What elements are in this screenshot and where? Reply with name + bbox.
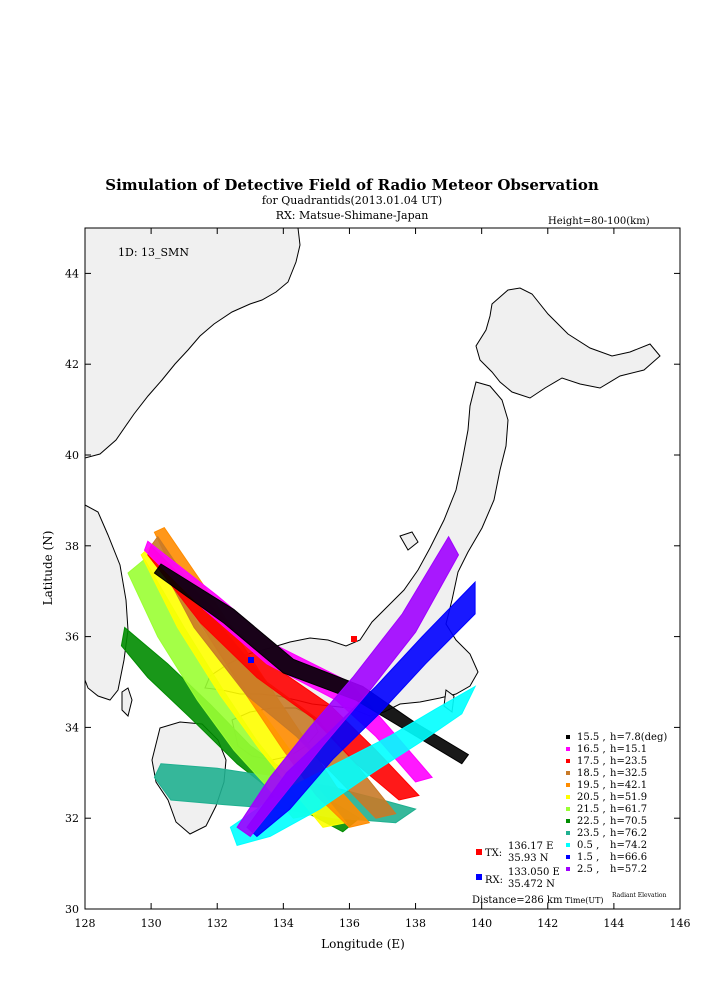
- legend-swatch: [566, 735, 570, 739]
- tx-marker: [351, 636, 357, 642]
- sado-island: [399, 531, 419, 551]
- detection-bands: [120, 526, 477, 847]
- distance-label: Distance=286 km: [472, 895, 563, 906]
- tx-label: TX:: [485, 848, 502, 859]
- legend-time: 18.5 ,: [577, 768, 606, 779]
- tx-longitude: 136.17 E: [508, 841, 553, 852]
- x-tick-label: 142: [537, 917, 558, 930]
- x-tick-label: 130: [141, 917, 162, 930]
- legend-swatch: [566, 783, 570, 787]
- y-tick-label: 38: [65, 540, 79, 553]
- rx-latitude: 35.472 N: [508, 879, 555, 890]
- x-tick-label: 128: [75, 917, 96, 930]
- tsushima-island: [121, 687, 133, 717]
- legend-swatch: [566, 855, 570, 859]
- y-axis-label: Latitude (N): [41, 531, 55, 606]
- x-tick-label: 146: [670, 917, 691, 930]
- legend: 15.5 , h=7.8(deg) 16.5 , h=15.1 17.5 , h=23.5…: [566, 732, 667, 875]
- tx-latitude: 35.93 N: [508, 853, 549, 864]
- legend-elevation: h=23.5: [610, 756, 647, 767]
- rx-location-line: RX: Matsue-Shimane-Japan: [276, 209, 429, 222]
- legend-swatch: [566, 747, 570, 751]
- legend-swatch: [566, 795, 570, 799]
- detection-band: [153, 563, 470, 765]
- rx-marker: [248, 657, 254, 663]
- y-tick-label: 44: [65, 267, 79, 280]
- legend-swatch: [566, 759, 570, 763]
- x-axis-label: Longitude (E): [321, 937, 405, 951]
- map-subtitle: for Quadrantids(2013.01.04 UT): [262, 194, 442, 207]
- legend-time: 20.5 ,: [577, 792, 606, 803]
- tx-legend-square: [476, 849, 482, 855]
- legend-elevation: h=15.1: [610, 744, 647, 755]
- legend-time: 16.5 ,: [577, 744, 606, 755]
- legend-swatch: [566, 831, 570, 835]
- legend-elevation: h=42.1: [610, 780, 647, 791]
- legend-elevation: h=61.7: [610, 804, 647, 815]
- legend-elevation: h=66.6: [610, 852, 647, 863]
- x-tick-label: 140: [471, 917, 492, 930]
- y-tick-label: 40: [65, 449, 79, 462]
- rx-legend-square: [476, 874, 482, 880]
- legend-time-header: Time(UT): [565, 896, 604, 905]
- legend-swatch: [566, 819, 570, 823]
- legend-time: 17.5 ,: [577, 756, 606, 767]
- x-tick-label: 144: [603, 917, 624, 930]
- hokkaido: [475, 287, 661, 399]
- legend-elevation-header: Radiant Elevation: [612, 892, 667, 899]
- legend-time: 22.5 ,: [577, 816, 606, 827]
- legend-time: 2.5 ,: [577, 864, 599, 875]
- x-axis-ticks: 128 130 132 134 136 138 140 142 144 146: [75, 228, 691, 930]
- korean-peninsula: [85, 504, 129, 701]
- station-id-label: 1D: 13_SMN: [118, 246, 189, 259]
- legend-swatch: [566, 843, 570, 847]
- x-tick-label: 134: [273, 917, 294, 930]
- y-tick-label: 32: [65, 812, 79, 825]
- legend-elevation: h=70.5: [610, 816, 647, 827]
- x-tick-label: 132: [207, 917, 228, 930]
- plot-frame: [84, 227, 681, 910]
- legend-elevation: h=32.5: [610, 768, 647, 779]
- legend-elevation: h=57.2: [610, 864, 647, 875]
- legend-elevation: h=51.9: [610, 792, 647, 803]
- legend-elevation: h=74.2: [610, 840, 647, 851]
- y-axis-ticks: 30 32 34 36 38 40 42 44: [65, 267, 680, 916]
- legend-time: 1.5 ,: [577, 852, 599, 863]
- y-tick-label: 34: [65, 721, 79, 734]
- detection-band: [236, 535, 460, 838]
- y-tick-label: 30: [65, 903, 79, 916]
- height-note: Height=80-100(km): [548, 216, 650, 227]
- legend-time: 23.5 ,: [577, 828, 606, 839]
- legend-elevation: h=76.2: [610, 828, 647, 839]
- legend-swatch: [566, 867, 570, 871]
- legend-time: 21.5 ,: [577, 804, 606, 815]
- legend-swatch: [566, 771, 570, 775]
- legend-time: 0.5 ,: [577, 840, 599, 851]
- x-tick-label: 136: [339, 917, 360, 930]
- legend-time: 15.5 ,: [577, 732, 606, 743]
- legend-elevation: h=7.8(deg): [610, 732, 667, 743]
- rx-longitude: 133.050 E: [508, 867, 560, 878]
- legend-time: 19.5 ,: [577, 780, 606, 791]
- map-title: Simulation of Detective Field of Radio M…: [105, 176, 599, 194]
- x-tick-label: 138: [405, 917, 426, 930]
- mainland-asia: [85, 228, 301, 459]
- y-tick-label: 36: [65, 631, 79, 644]
- rx-label: RX:: [485, 875, 503, 886]
- y-tick-label: 42: [65, 358, 79, 371]
- legend-swatch: [566, 807, 570, 811]
